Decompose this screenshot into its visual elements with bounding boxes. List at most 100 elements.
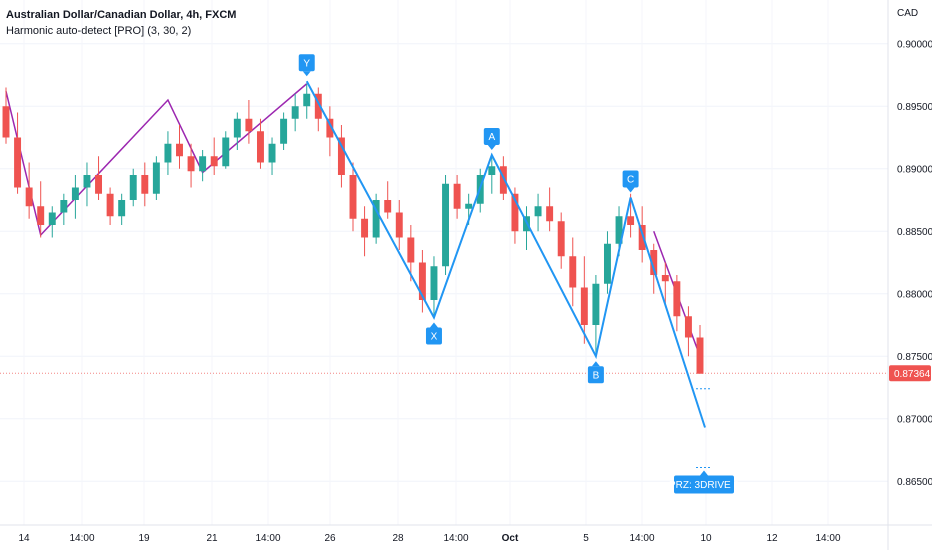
candle-body xyxy=(83,175,91,188)
candle-body xyxy=(661,275,669,282)
candle-body xyxy=(303,93,311,107)
last-price-text: 0.87364 xyxy=(894,369,931,380)
candle-body xyxy=(372,200,380,238)
candle-body xyxy=(511,193,519,232)
candle-body xyxy=(430,266,438,300)
candle-body xyxy=(222,137,230,167)
candle-body xyxy=(152,162,160,194)
candle-body xyxy=(71,187,79,200)
label-box xyxy=(298,54,315,72)
label-pointer xyxy=(591,361,600,367)
candle-body xyxy=(557,221,565,257)
time-axis[interactable]: 14 14:00 19 21 14:00 26 28 14:00 Oct 5 14:00 10 12 14… xyxy=(0,524,932,544)
candle-body xyxy=(129,175,137,200)
y-tick-label: 0.87000 xyxy=(897,414,932,425)
candle-body xyxy=(291,106,299,119)
candle-body xyxy=(673,281,681,317)
candle-body xyxy=(2,106,10,138)
candle-body xyxy=(256,131,264,163)
candle-body xyxy=(326,118,334,138)
candle-body xyxy=(442,183,450,267)
label-box xyxy=(425,327,442,345)
x-tick-label: 14:00 xyxy=(255,533,280,544)
pattern-label-b[interactable]: B xyxy=(587,361,604,384)
x-tick-label: 10 xyxy=(700,533,712,544)
candle-body xyxy=(453,183,461,209)
grid-lines xyxy=(0,0,888,525)
label-text: X xyxy=(431,332,438,343)
last-price-bg xyxy=(889,365,931,382)
candle-body xyxy=(465,203,473,209)
projection-line xyxy=(629,197,706,428)
candle-body xyxy=(199,156,207,172)
candle-body xyxy=(395,212,403,238)
candle-body xyxy=(106,193,114,217)
candle-body xyxy=(615,216,623,244)
candle-body xyxy=(384,200,392,213)
candle-body xyxy=(534,206,542,217)
candle-body xyxy=(48,212,56,225)
harmonic-pattern: Y X A B C PRZ: 3DRIVE 8 xyxy=(298,54,739,494)
x-tick-label: 14:00 xyxy=(69,533,94,544)
candle-body xyxy=(684,316,692,338)
candle-body xyxy=(141,175,149,194)
x-tick-label: 14:00 xyxy=(443,533,468,544)
y-tick-label: 0.86500 xyxy=(897,477,932,488)
x-tick-label: Oct xyxy=(502,533,519,544)
candle-body xyxy=(627,216,635,225)
candle-body xyxy=(592,283,600,325)
label-text: A xyxy=(488,132,495,143)
price-axis[interactable]: CAD 0.90000 0.89500 0.89000 0.88500 0.88000 0.… xyxy=(887,0,932,550)
label-box xyxy=(622,170,639,188)
candle-body xyxy=(268,143,276,163)
pattern-label-c[interactable]: C xyxy=(622,170,639,193)
candle-body xyxy=(95,175,103,194)
candle-body xyxy=(638,225,646,250)
y-tick-label: 0.87500 xyxy=(897,352,932,363)
x-tick-label: 5 xyxy=(583,533,589,544)
x-tick-label: 19 xyxy=(138,533,150,544)
candle-body xyxy=(488,166,496,175)
prz-text: PRZ: 3DRIVE 8 xyxy=(669,480,739,491)
candle-body xyxy=(650,250,658,275)
candle-body xyxy=(37,206,45,225)
candle-body xyxy=(361,218,369,238)
x-tick-label: 21 xyxy=(206,533,218,544)
label-pointer xyxy=(429,322,438,328)
candle-body xyxy=(25,187,33,207)
prz-pointer xyxy=(700,470,708,476)
candle-body xyxy=(280,118,288,144)
currency-label: CAD xyxy=(897,8,918,19)
x-tick-label: 12 xyxy=(766,533,778,544)
symbol-title[interactable]: Australian Dollar/Canadian Dollar, 4h, F… xyxy=(6,9,237,21)
candle-body xyxy=(407,237,415,263)
label-box xyxy=(587,366,604,384)
x-tick-label: 26 xyxy=(324,533,336,544)
candle-body xyxy=(337,137,345,175)
pattern-label-y[interactable]: Y xyxy=(298,54,315,77)
candle-body xyxy=(603,243,611,284)
prz-label[interactable]: PRZ: 3DRIVE 8 xyxy=(669,470,739,494)
label-pointer xyxy=(487,145,496,150)
candles xyxy=(2,83,704,374)
label-box xyxy=(483,128,500,145)
pattern-polyline xyxy=(305,80,632,360)
pattern-label-x[interactable]: X xyxy=(425,322,442,345)
last-price-tag[interactable]: 0.87364 xyxy=(889,365,931,382)
candle-body xyxy=(187,156,195,172)
candle-body xyxy=(118,200,126,217)
candle-body xyxy=(569,256,577,288)
y-tick-label: 0.88000 xyxy=(897,289,932,300)
x-tick-label: 14:00 xyxy=(815,533,840,544)
chart-legend: Australian Dollar/Canadian Dollar, 4h, F… xyxy=(6,7,236,39)
indicator-title[interactable]: Harmonic auto-detect [PRO] (3, 30, 2) xyxy=(6,25,192,37)
pattern-label-a[interactable]: A xyxy=(483,128,500,150)
candle-body xyxy=(349,175,357,219)
y-tick-label: 0.89000 xyxy=(897,164,932,175)
x-tick-label: 14:00 xyxy=(629,533,654,544)
label-pointer xyxy=(626,187,635,193)
x-tick-label: 14 xyxy=(18,533,30,544)
candle-body xyxy=(14,137,22,188)
candle-body xyxy=(580,287,588,325)
